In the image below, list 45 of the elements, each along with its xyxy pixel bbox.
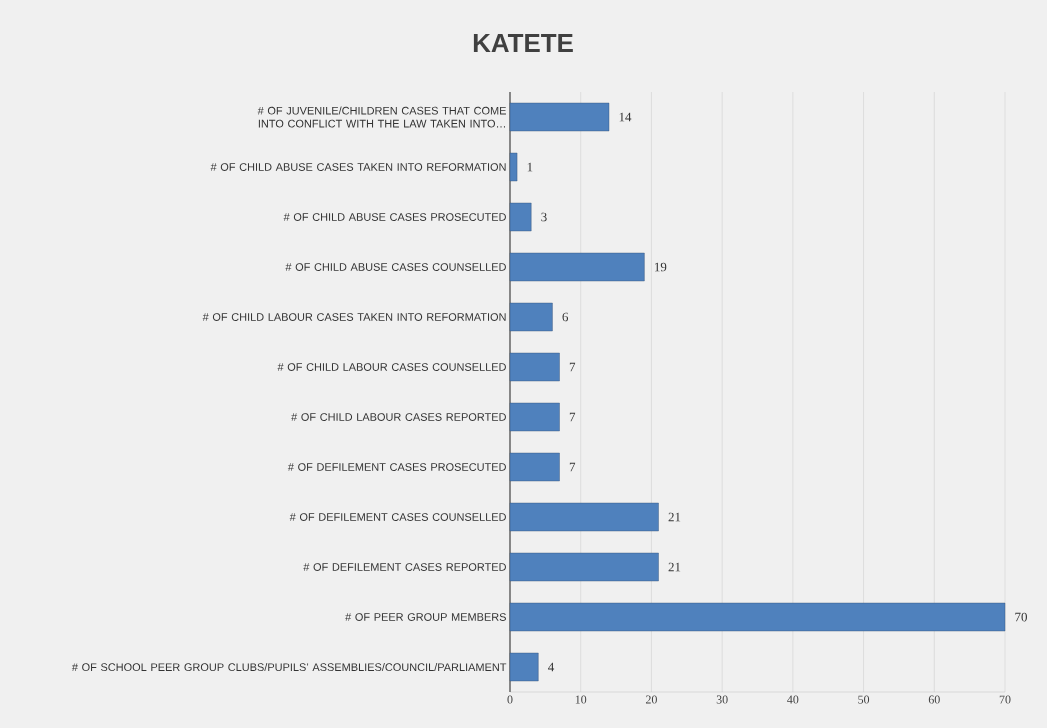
x-tick-label: 20 — [645, 695, 657, 704]
y-tick-label: # OF JUVENILE/CHILDREN CASES THAT COME INTO CONFLICT WITH THE LAW TAKEN INTO… — [257, 106, 506, 128]
bar — [509, 452, 560, 482]
y-tick-label: # OF CHILD ABUSE CASES TAKEN INTO REFORMATION — [210, 163, 506, 171]
y-tick-label: # OF CHILD ABUSE CASES PROSECUTED — [283, 213, 506, 221]
x-tick-label: 70 — [999, 695, 1011, 704]
x-tick-label: 30 — [716, 695, 728, 704]
y-tick-label: # OF SCHOOL PEER GROUP CLUBS/PUPILS’ ASSEMBLIES/COUNCIL/PARLIAMENT — [71, 662, 507, 672]
bar — [509, 602, 1006, 632]
bar — [509, 202, 532, 232]
data-label: 1 — [527, 162, 533, 172]
bar — [509, 252, 645, 282]
y-tick-label: # OF CHILD LABOUR CASES REPORTED — [291, 413, 506, 421]
x-tick-label: 10 — [575, 695, 587, 704]
data-label: 3 — [541, 212, 547, 222]
y-tick-label: # OF DEFILEMENT CASES REPORTED — [303, 563, 506, 571]
bar — [509, 152, 518, 182]
data-label: 7 — [569, 462, 576, 472]
x-tick-label: 50 — [858, 695, 870, 704]
data-label: 14 — [619, 112, 632, 122]
bar — [509, 402, 560, 432]
y-tick-label: # OF CHILD ABUSE CASES COUNSELLED — [285, 263, 506, 271]
x-tick-label: 0 — [507, 695, 513, 704]
x-tick-label: 40 — [787, 695, 799, 704]
y-tick-label: # OF CHILD LABOUR CASES TAKEN INTO REFORMATION — [202, 313, 506, 321]
data-label: 4 — [548, 662, 555, 672]
bar — [509, 652, 539, 682]
data-label: 7 — [569, 412, 576, 422]
chart-title: KATETE — [473, 34, 573, 52]
data-label: 6 — [562, 312, 569, 322]
bar — [509, 552, 659, 582]
bar — [509, 102, 610, 132]
data-label: 19 — [655, 262, 667, 272]
y-tick-label: # OF CHILD LABOUR CASES COUNSELLED — [277, 363, 506, 371]
data-label: 21 — [668, 562, 681, 572]
y-tick-label: # OF DEFILEMENT CASES PROSECUTED — [287, 463, 506, 471]
bar — [509, 502, 659, 532]
data-label: 70 — [1015, 612, 1027, 622]
y-tick-label: # OF DEFILEMENT CASES COUNSELLED — [289, 513, 506, 521]
y-tick-label: # OF PEER GROUP MEMBERS — [345, 613, 506, 621]
x-tick-label: 60 — [928, 695, 940, 704]
data-label: 7 — [569, 362, 576, 372]
bar — [509, 352, 560, 382]
bar — [509, 302, 553, 332]
data-label: 21 — [668, 512, 681, 522]
